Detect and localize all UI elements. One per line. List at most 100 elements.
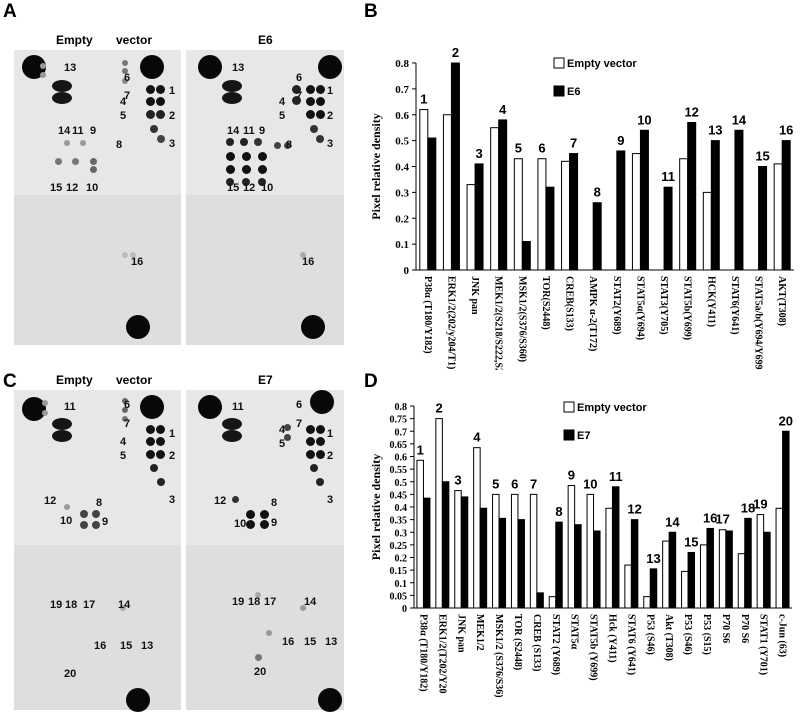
bar-empty-vector bbox=[435, 418, 443, 609]
y-tick-label: 0 bbox=[402, 604, 407, 615]
bar-empty-vector bbox=[490, 127, 500, 271]
bar-empty-vector bbox=[442, 114, 452, 271]
blot-spot bbox=[40, 72, 46, 78]
spot-number-label: 11 bbox=[243, 125, 255, 137]
spot-number-label: 10 bbox=[86, 182, 99, 194]
blot-spot bbox=[130, 252, 136, 258]
blot-spot bbox=[52, 92, 72, 104]
spot-number-label: 5 bbox=[120, 110, 127, 122]
x-category-label: JNK pan bbox=[469, 276, 480, 315]
blot-spot bbox=[146, 437, 155, 446]
legend-label-e6: E6 bbox=[567, 86, 580, 98]
blot-spot bbox=[122, 60, 128, 66]
blot-spot bbox=[222, 80, 242, 92]
x-category-label: JNK pan bbox=[455, 614, 466, 653]
bar-e6 bbox=[474, 163, 484, 271]
y-tick-label: 0.3 bbox=[395, 187, 409, 199]
panel-letter-b: B bbox=[364, 1, 378, 22]
bar-e7 bbox=[574, 524, 582, 609]
blot-spot bbox=[258, 152, 267, 161]
blot-c-left-title: Empty bbox=[56, 373, 93, 387]
blot-spot bbox=[260, 520, 269, 529]
legend-swatch-empty-vector bbox=[553, 57, 565, 69]
spot-number-label: 16 bbox=[302, 256, 315, 268]
y-tick-label: 0.2 bbox=[395, 554, 408, 565]
blot-spot bbox=[316, 478, 324, 486]
y-tick-label: 0.45 bbox=[390, 490, 408, 501]
reference-spot bbox=[301, 315, 325, 339]
blot-spot bbox=[156, 97, 165, 106]
x-category-label: STAT5b (Y699) bbox=[588, 614, 599, 681]
bar-number-label: 14 bbox=[732, 112, 747, 127]
bar-e6 bbox=[710, 140, 720, 271]
blot-spot bbox=[122, 78, 128, 84]
blot-spot bbox=[156, 425, 165, 434]
blot-spot bbox=[120, 605, 126, 611]
bar-empty-vector bbox=[529, 493, 538, 609]
bar-number-label: 16 bbox=[779, 123, 793, 138]
bar-e7 bbox=[649, 568, 658, 609]
bar-empty-vector bbox=[416, 459, 424, 609]
blot-spot bbox=[90, 166, 97, 173]
blot-spot bbox=[122, 416, 128, 422]
blot-spot bbox=[242, 178, 250, 186]
reference-spot bbox=[198, 55, 222, 79]
spot-number-label: 6 bbox=[124, 72, 131, 84]
bar-e6 bbox=[639, 129, 649, 271]
spot-number-label: 17 bbox=[83, 599, 96, 611]
spot-number-label: 15 bbox=[304, 636, 317, 648]
spot-number-label: 12 bbox=[66, 182, 79, 194]
blot-spot bbox=[226, 178, 234, 186]
blot-spot bbox=[306, 425, 315, 434]
spot-number-label: 2 bbox=[169, 110, 176, 122]
bar-empty-vector bbox=[624, 564, 632, 609]
spot-number-label: 10 bbox=[60, 515, 73, 527]
bar-number-label: 7 bbox=[530, 476, 537, 491]
y-tick-label: 0.55 bbox=[390, 465, 408, 476]
bar-e6 bbox=[545, 186, 555, 271]
bar-number-label: 3 bbox=[454, 473, 461, 488]
reference-spot bbox=[318, 688, 342, 712]
spot-number-label: 6 bbox=[296, 399, 303, 411]
blot-spot bbox=[222, 430, 242, 442]
spot-number-label: 4 bbox=[120, 96, 127, 108]
y-tick-label: 0.05 bbox=[390, 591, 408, 602]
spot-number-label: 12 bbox=[243, 182, 256, 194]
spot-number-label: 10 bbox=[261, 182, 274, 194]
blot-spot bbox=[55, 158, 62, 165]
blot-spot bbox=[232, 496, 239, 503]
blot-spot bbox=[122, 68, 128, 74]
bar-number-label: 10 bbox=[583, 476, 597, 491]
chart-b: 0 0.1 0.2 0.3 0.4 0.5 0.6 0.7 0.8 Pixel relative … bbox=[369, 45, 794, 370]
x-category-label: TOR (S2448) bbox=[512, 614, 523, 670]
blot-c-right-title: E7 bbox=[258, 373, 273, 387]
spot-number-label: 15 bbox=[50, 182, 63, 194]
bar-number-label: 6 bbox=[538, 141, 545, 156]
blot-c-right-bottom bbox=[186, 545, 344, 710]
blot-spot bbox=[292, 96, 301, 105]
y-tick-label: 0.5 bbox=[395, 136, 409, 148]
blot-spot bbox=[150, 125, 158, 133]
spot-number-label: 4 bbox=[279, 96, 286, 108]
spot-number-label: 15 bbox=[227, 182, 240, 194]
blot-spot bbox=[156, 450, 165, 459]
spot-number-label: 3 bbox=[169, 138, 176, 150]
bar-empty-vector bbox=[679, 158, 689, 271]
bar-empty-vector bbox=[466, 184, 476, 271]
blot-spot bbox=[284, 142, 291, 149]
spot-number-label: 9 bbox=[271, 517, 278, 529]
blot-spot bbox=[42, 400, 48, 406]
bar-empty-vector bbox=[419, 109, 429, 271]
bar-e6 bbox=[758, 166, 768, 271]
blot-spot bbox=[284, 434, 291, 441]
spot-number-label: 16 bbox=[282, 636, 295, 648]
x-category-label: STAT6 (Y641) bbox=[625, 614, 636, 675]
bar-number-label: 4 bbox=[473, 430, 481, 445]
bar-empty-vector bbox=[605, 507, 613, 609]
y-tick-label: 0.25 bbox=[390, 541, 408, 552]
bar-empty-vector bbox=[473, 447, 481, 609]
spot-number-label: 11 bbox=[64, 401, 76, 413]
bar-empty-vector bbox=[561, 160, 571, 271]
bar-e7 bbox=[479, 507, 488, 609]
bar-e7 bbox=[611, 486, 620, 609]
